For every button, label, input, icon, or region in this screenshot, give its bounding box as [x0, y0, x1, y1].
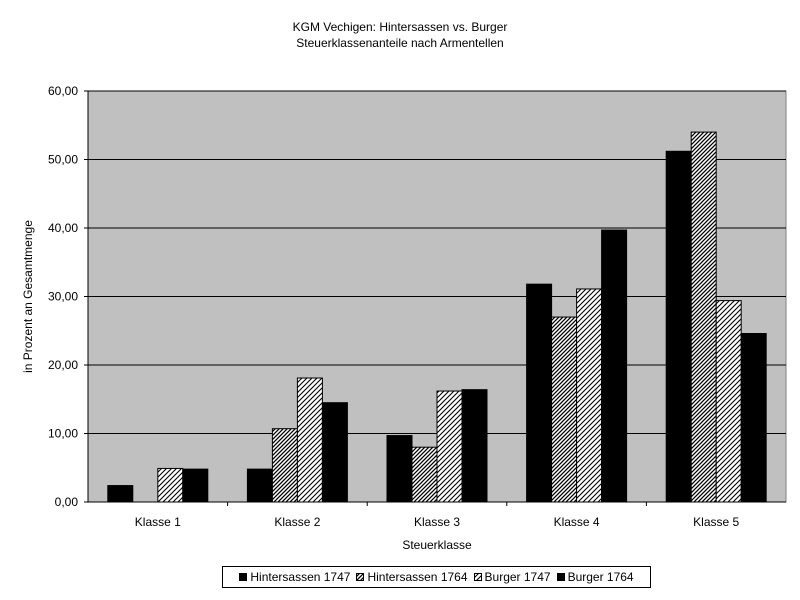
x-tick-label: Klasse 1 [135, 515, 181, 529]
y-tick-label: 0,00 [55, 495, 79, 509]
bar [321, 402, 348, 503]
bar [665, 150, 692, 503]
legend-swatch [473, 573, 482, 581]
y-tick-label: 10,00 [48, 427, 78, 441]
legend-label: Hintersassen 1747 [250, 570, 351, 584]
x-axis-label: Steuerklasse [402, 538, 472, 552]
chart-subtitle: Steuerklassenanteile nach Armentellen [296, 36, 504, 50]
bar [157, 467, 184, 503]
y-tick-label: 40,00 [48, 221, 78, 235]
bar [740, 332, 767, 503]
y-tick-label: 50,00 [48, 153, 78, 167]
bar [601, 229, 628, 503]
bar [182, 468, 209, 503]
bar-chart: 0,00 10,00 20,00 30,00 40,00 50,00 60,00 Klasse… [21, 84, 787, 552]
x-tick-label: Klasse 3 [414, 515, 460, 529]
legend-item: Burger 1764 [556, 570, 634, 584]
bar [411, 446, 438, 503]
legend: Hintersassen 1747 Hintersassen 1764 Burger… [222, 566, 651, 588]
bar [551, 316, 578, 503]
bar [386, 435, 413, 503]
bar [461, 389, 488, 503]
bar [576, 288, 603, 503]
bar [107, 485, 134, 503]
bar [526, 283, 553, 503]
chart-title: KGM Vechigen: Hintersassen vs. Burger [292, 20, 508, 34]
y-axis-label: in Prozent an Gesamtmenge [21, 220, 35, 373]
x-tick-label: Klasse 2 [274, 515, 320, 529]
legend-swatch [239, 573, 248, 581]
x-tick-label: Klasse 5 [693, 515, 739, 529]
legend-item: Hintersassen 1764 [356, 570, 468, 584]
legend-label: Hintersassen 1764 [367, 570, 468, 584]
bar [246, 468, 273, 503]
legend-label: Burger 1764 [567, 570, 634, 584]
x-tick-label: Klasse 4 [554, 515, 600, 529]
bar [690, 131, 717, 503]
y-tick-label: 30,00 [48, 290, 78, 304]
bar [271, 428, 298, 503]
legend-item: Burger 1747 [473, 570, 551, 584]
bar [296, 377, 323, 503]
bar [436, 390, 463, 503]
legend-item: Hintersassen 1747 [239, 570, 350, 584]
legend-swatch [356, 573, 365, 581]
y-tick-label: 20,00 [48, 358, 78, 372]
legend-swatch [556, 573, 565, 581]
legend-label: Burger 1747 [484, 570, 551, 584]
y-tick-label: 60,00 [48, 84, 78, 98]
bar [715, 300, 742, 503]
